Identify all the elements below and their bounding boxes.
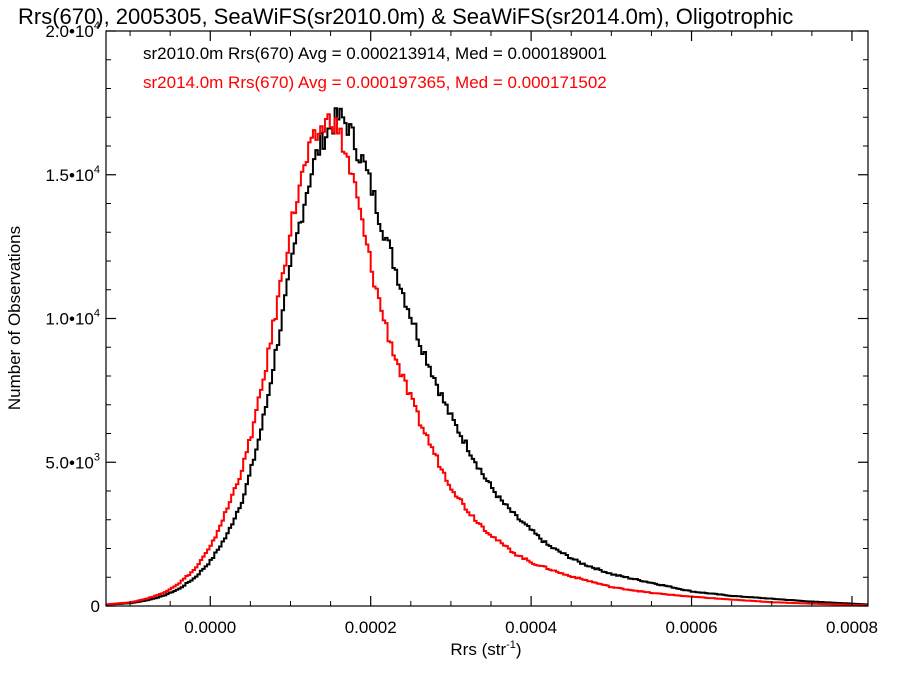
x-axis: 0.0000 0.0002 0.0004 0.0006 0.0008 (129, 31, 878, 637)
x-tick-label: 0.0002 (345, 618, 397, 637)
series-line-2 (106, 113, 868, 606)
y-tick-label: 2.0•104 (45, 20, 100, 41)
y-tick-label: 0 (91, 597, 100, 616)
legend-entry-2: sr2014.0m Rrs(670) Avg = 0.000197365, Me… (143, 73, 607, 92)
y-axis-label: Number of Observations (5, 226, 24, 410)
chart-title: Rrs(670), 2005305, SeaWiFS(sr2010.0m) & … (18, 4, 793, 29)
series-line-1 (106, 107, 868, 606)
plot-frame (105, 30, 869, 607)
legend: sr2010.0m Rrs(670) Avg = 0.000213914, Me… (143, 44, 607, 92)
x-tick-label: 0.0008 (826, 618, 878, 637)
x-axis-label-suffix: ) (516, 640, 522, 659)
x-axis-label-main: Rrs (str (450, 640, 506, 659)
x-tick-label: 0.0006 (666, 618, 718, 637)
x-tick-label: 0.0000 (184, 618, 236, 637)
legend-entry-1: sr2010.0m Rrs(670) Avg = 0.000213914, Me… (143, 44, 607, 63)
y-tick-label: 1.0•104 (45, 308, 100, 329)
x-axis-label: Rrs (str-1) (450, 639, 521, 659)
y-tick-label: 5.0•103 (45, 451, 100, 472)
x-axis-label-sup: -1 (506, 639, 516, 651)
x-tick-label: 0.0004 (505, 618, 557, 637)
y-tick-label: 1.5•104 (45, 164, 100, 185)
series-layer (106, 107, 868, 606)
y-axis: 0 5.0•103 1.0•104 1.5•104 2.0•104 (45, 20, 868, 616)
